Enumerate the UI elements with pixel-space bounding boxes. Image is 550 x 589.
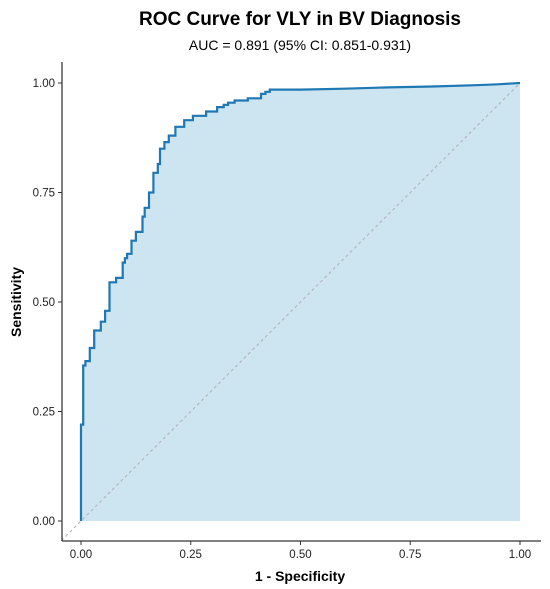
plot-area bbox=[60, 81, 521, 542]
x-tick-label: 1.00 bbox=[509, 549, 531, 561]
y-tick-label: 0.25 bbox=[33, 407, 55, 419]
y-tick-label: 0.00 bbox=[33, 516, 55, 528]
roc-curve-line bbox=[79, 81, 521, 521]
y-tick-label: 0.75 bbox=[33, 188, 55, 200]
x-tick-label: 0.00 bbox=[70, 549, 92, 561]
x-axis-title: 1 - Specificity bbox=[255, 568, 345, 584]
y-axis-title: Sensitivity bbox=[8, 267, 24, 337]
x-tick-label: 0.75 bbox=[399, 549, 421, 561]
x-axis-ticks: 0.00 0.25 0.50 0.75 1.00 bbox=[70, 541, 531, 561]
x-tick-label: 0.25 bbox=[180, 549, 202, 561]
reference-diagonal-line bbox=[60, 82, 521, 542]
y-tick-label: 1.00 bbox=[33, 78, 55, 90]
y-axis-ticks: 0.00 0.25 0.50 0.75 1.00 bbox=[33, 78, 62, 528]
x-tick-label: 0.50 bbox=[289, 549, 311, 561]
chart-subtitle: AUC = 0.891 (95% CI: 0.851-0.931) bbox=[189, 37, 411, 53]
chart-title: ROC Curve for VLY in BV Diagnosis bbox=[139, 9, 461, 30]
y-tick-label: 0.50 bbox=[33, 297, 55, 309]
